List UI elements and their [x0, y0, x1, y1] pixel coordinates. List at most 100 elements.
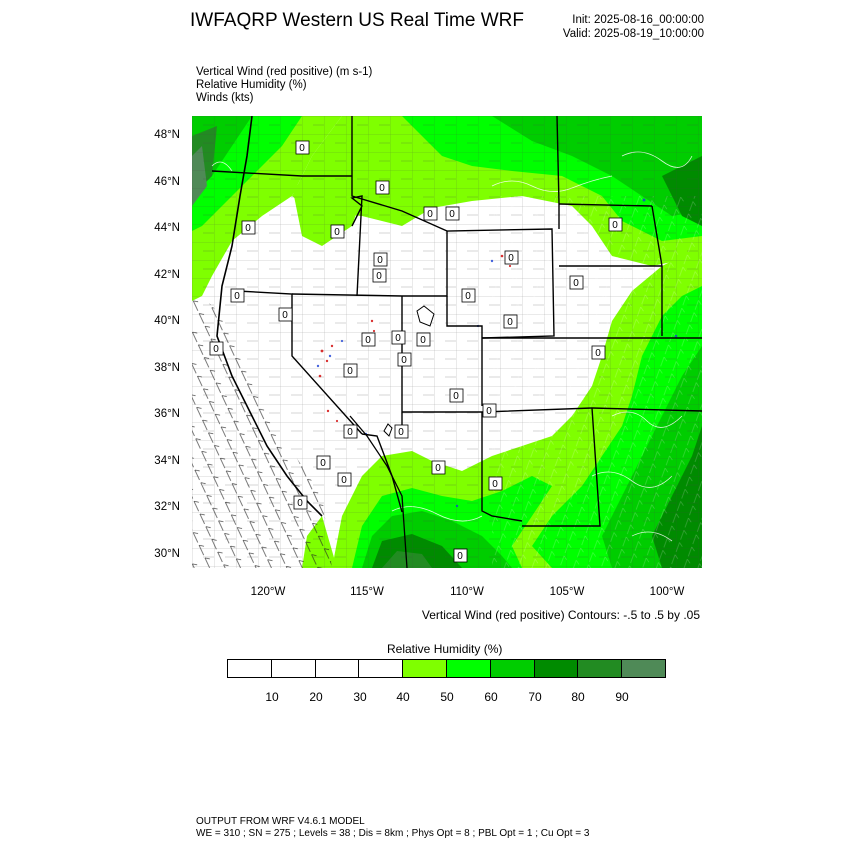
- contour-label-box: [337, 472, 352, 487]
- east-wind-barbs: [492, 196, 702, 568]
- colorbar-swatch: [314, 659, 360, 678]
- contour-label: 0: [347, 366, 353, 377]
- lat-label: 48°N: [154, 129, 180, 141]
- contour-label: 0: [401, 355, 407, 366]
- colorbar-swatch: [533, 659, 579, 678]
- contour-label: 0: [453, 391, 459, 402]
- contour-label: 0: [457, 551, 463, 562]
- contour-label: 0: [612, 220, 618, 231]
- field-vertical-wind: Vertical Wind (red positive) (m s-1): [196, 66, 373, 78]
- coastline: [216, 116, 323, 517]
- contour-label-box: [504, 250, 519, 265]
- contour-label-box: [293, 495, 308, 510]
- colorbar-label: 40: [396, 690, 410, 704]
- contour-label: 0: [507, 317, 513, 328]
- contour-label: 0: [320, 458, 326, 469]
- footer-config: WE = 310 ; SN = 275 ; Levels = 38 ; Dis …: [196, 828, 590, 839]
- lon-label: 120°W: [250, 586, 286, 598]
- lat-label: 46°N: [154, 176, 180, 188]
- contour-label-box: [416, 332, 431, 347]
- contour-label-box: [445, 206, 460, 221]
- colorbar-swatch: [621, 659, 666, 678]
- colorbar-swatch: [577, 659, 623, 678]
- plot-title: IWFAQRP Western US Real Time WRF: [190, 10, 524, 31]
- contour-label: 0: [486, 406, 492, 417]
- colorbar-swatch: [227, 659, 272, 678]
- contour-label: 0: [334, 227, 340, 238]
- contour-label: 0: [245, 223, 251, 234]
- colorbar-label: 10: [265, 690, 279, 704]
- great-salt-lake: [416, 305, 435, 327]
- field-winds: Winds (kts): [196, 92, 254, 104]
- contour-label-box: [431, 460, 446, 475]
- contour-label: 0: [420, 335, 426, 346]
- lon-label: 105°W: [549, 586, 585, 598]
- lat-label: 34°N: [154, 455, 180, 467]
- contour-label-box: [372, 268, 387, 283]
- colorbar-label: 80: [571, 690, 585, 704]
- contour-label-box: [449, 388, 464, 403]
- contour-label-box: [461, 288, 476, 303]
- lon-label: 110°W: [450, 586, 484, 598]
- lat-label: 38°N: [154, 362, 180, 374]
- colorbar-label: 50: [440, 690, 454, 704]
- contour-labels: 0 0 0 0 0 0 0 0 0 0 0 0 0 0 0 0 0 0 0 0 0 0 0 0 0 0 0 0 0 0 0 0: [209, 140, 623, 563]
- time-info: Init: 2025-08-16_00:00:00 Valid: 2025-08…: [563, 13, 704, 41]
- init-time: Init: 2025-08-16_00:00:00: [572, 14, 704, 26]
- model-footer: OUTPUT FROM WRF V4.6.1 MODEL WE = 310 ; …: [196, 816, 589, 840]
- contour-label-box: [330, 224, 345, 239]
- contour-label-box: [391, 330, 406, 345]
- contour-label: 0: [376, 271, 382, 282]
- contour-label-box: [453, 548, 468, 563]
- contour-label-box: [343, 363, 358, 378]
- lat-label: 42°N: [154, 269, 180, 281]
- colorbar-label: 60: [484, 690, 498, 704]
- contour-label-box: [394, 424, 409, 439]
- lat-label: 32°N: [154, 501, 180, 513]
- contour-label-box: [209, 341, 224, 356]
- colorbar-swatch: [445, 659, 491, 678]
- lat-label: 40°N: [154, 315, 180, 327]
- contour-label: 0: [395, 333, 401, 344]
- colorbar-label: 70: [528, 690, 542, 704]
- lat-label: 36°N: [154, 408, 180, 420]
- contour-label: 0: [377, 255, 383, 266]
- colorbar-label: 90: [615, 690, 629, 704]
- contour-label: 0: [573, 278, 579, 289]
- contour-label: 0: [595, 348, 601, 359]
- contour-label-box: [423, 206, 438, 221]
- contour-label: 0: [282, 310, 288, 321]
- state-boundaries: [211, 116, 702, 527]
- contour-label-box: [230, 288, 245, 303]
- colorbar-label: 20: [309, 690, 323, 704]
- contour-label: 0: [299, 143, 305, 154]
- lake-mead: [383, 423, 393, 437]
- contour-label: 0: [492, 479, 498, 490]
- footer-model: OUTPUT FROM WRF V4.6.1 MODEL: [196, 816, 365, 827]
- contour-label-box: [503, 314, 518, 329]
- contour-label: 0: [465, 291, 471, 302]
- contour-label: 0: [398, 427, 404, 438]
- contour-label-box: [591, 345, 606, 360]
- colorbar-label: 30: [353, 690, 367, 704]
- contour-label: 0: [297, 498, 303, 509]
- lon-label: 100°W: [649, 586, 685, 598]
- contour-label-box: [278, 307, 293, 322]
- contour-label: 0: [379, 183, 385, 194]
- contour-label: 0: [449, 209, 455, 220]
- lat-label: 44°N: [154, 222, 180, 234]
- contour-label: 0: [435, 463, 441, 474]
- contour-label-box: [295, 140, 310, 155]
- contour-label-box: [375, 180, 390, 195]
- colorbar-swatch: [402, 659, 447, 678]
- contour-note: Vertical Wind (red positive) Contours: -…: [421, 608, 700, 622]
- contour-label-box: [241, 220, 256, 235]
- contour-label: 0: [234, 291, 240, 302]
- contour-label-box: [343, 424, 358, 439]
- contour-label: 0: [427, 209, 433, 220]
- contour-label: 0: [508, 253, 514, 264]
- lat-label: 30°N: [154, 548, 180, 560]
- gulf-of-california-coast: [349, 415, 408, 568]
- colorbar-swatch: [270, 659, 316, 678]
- contour-label-box: [316, 455, 331, 470]
